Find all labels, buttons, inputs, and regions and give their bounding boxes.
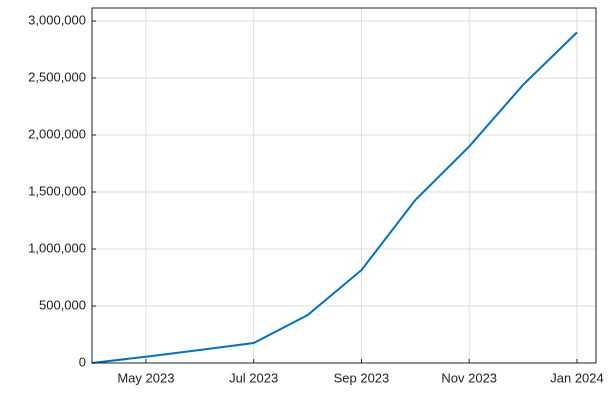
y-tick-label: 0 (79, 354, 86, 369)
y-tick-label: 3,000,000 (28, 12, 86, 27)
y-tick-label: 2,500,000 (28, 69, 86, 84)
plot (91, 31, 578, 364)
y-tick-label: 1,500,000 (28, 183, 86, 198)
x-tick-label: Sep 2023 (334, 370, 390, 385)
y-tick-label: 500,000 (39, 297, 86, 312)
plot-frame (91, 7, 597, 364)
data-line (91, 31, 578, 364)
y-tick-label: 2,000,000 (28, 126, 86, 141)
y-tick-label: 1,000,000 (28, 240, 86, 255)
x-tick-label: Jul 2023 (229, 370, 278, 385)
x-tick-label: Nov 2023 (441, 370, 497, 385)
x-tick-label: Jan 2024 (550, 370, 604, 385)
x-tick-label: May 2023 (117, 370, 174, 385)
grid (92, 8, 596, 363)
